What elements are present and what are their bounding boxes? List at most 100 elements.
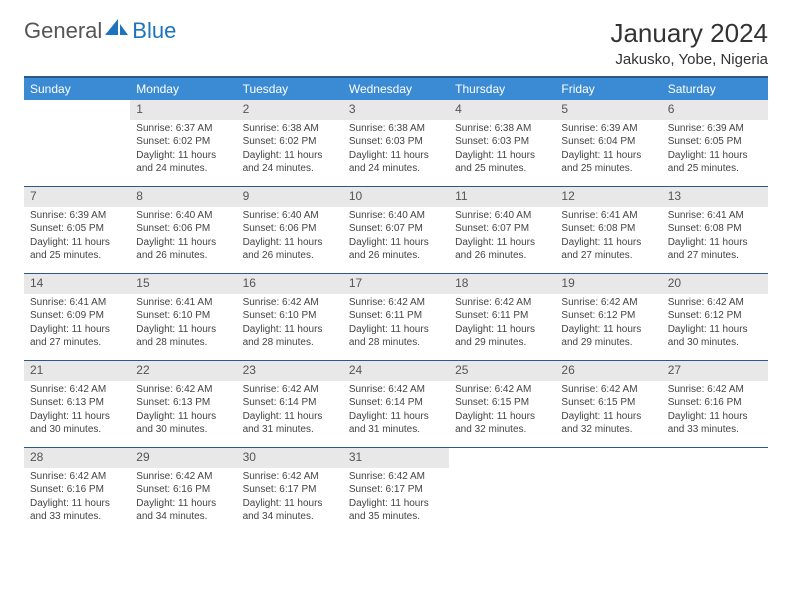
sunrise-line: Sunrise: 6:39 AM	[561, 122, 655, 136]
sunset-line: Sunset: 6:06 PM	[243, 222, 337, 236]
header: General Blue January 2024 Jakusko, Yobe,…	[24, 18, 768, 68]
daylight-line: Daylight: 11 hours and 25 minutes.	[30, 236, 124, 263]
calendar-cell: 13Sunrise: 6:41 AMSunset: 6:08 PMDayligh…	[662, 187, 768, 274]
daylight-line: Daylight: 11 hours and 25 minutes.	[455, 149, 549, 176]
daylight-line: Daylight: 11 hours and 26 minutes.	[243, 236, 337, 263]
sunrise-line: Sunrise: 6:42 AM	[349, 383, 443, 397]
calendar-row: 1Sunrise: 6:37 AMSunset: 6:02 PMDaylight…	[24, 100, 768, 187]
daylight-line: Daylight: 11 hours and 30 minutes.	[668, 323, 762, 350]
sunrise-line: Sunrise: 6:42 AM	[243, 470, 337, 484]
day-details: Sunrise: 6:42 AMSunset: 6:13 PMDaylight:…	[130, 381, 236, 441]
day-details: Sunrise: 6:41 AMSunset: 6:09 PMDaylight:…	[24, 294, 130, 354]
day-number: 17	[343, 274, 449, 294]
day-number: 3	[343, 100, 449, 120]
daylight-line: Daylight: 11 hours and 34 minutes.	[243, 497, 337, 524]
day-number: 15	[130, 274, 236, 294]
sunset-line: Sunset: 6:07 PM	[455, 222, 549, 236]
weekday-header: Tuesday	[237, 77, 343, 100]
sunset-line: Sunset: 6:11 PM	[455, 309, 549, 323]
day-number: 2	[237, 100, 343, 120]
sunset-line: Sunset: 6:08 PM	[561, 222, 655, 236]
calendar-cell	[24, 100, 130, 187]
day-details: Sunrise: 6:42 AMSunset: 6:15 PMDaylight:…	[449, 381, 555, 441]
day-number: 1	[130, 100, 236, 120]
calendar-cell: 26Sunrise: 6:42 AMSunset: 6:15 PMDayligh…	[555, 361, 661, 448]
logo-text-1: General	[24, 18, 102, 44]
sunset-line: Sunset: 6:03 PM	[455, 135, 549, 149]
sunset-line: Sunset: 6:15 PM	[455, 396, 549, 410]
sunrise-line: Sunrise: 6:42 AM	[349, 296, 443, 310]
day-number: 23	[237, 361, 343, 381]
day-details: Sunrise: 6:42 AMSunset: 6:12 PMDaylight:…	[555, 294, 661, 354]
daylight-line: Daylight: 11 hours and 32 minutes.	[455, 410, 549, 437]
sunset-line: Sunset: 6:12 PM	[668, 309, 762, 323]
day-number: 14	[24, 274, 130, 294]
sunrise-line: Sunrise: 6:40 AM	[136, 209, 230, 223]
calendar-row: 7Sunrise: 6:39 AMSunset: 6:05 PMDaylight…	[24, 187, 768, 274]
logo: General Blue	[24, 18, 176, 44]
day-number: 26	[555, 361, 661, 381]
day-number: 8	[130, 187, 236, 207]
day-number: 12	[555, 187, 661, 207]
calendar-cell: 31Sunrise: 6:42 AMSunset: 6:17 PMDayligh…	[343, 448, 449, 535]
sunrise-line: Sunrise: 6:41 AM	[136, 296, 230, 310]
sunset-line: Sunset: 6:09 PM	[30, 309, 124, 323]
logo-text-2: Blue	[132, 18, 176, 44]
daylight-line: Daylight: 11 hours and 31 minutes.	[243, 410, 337, 437]
day-details: Sunrise: 6:42 AMSunset: 6:15 PMDaylight:…	[555, 381, 661, 441]
weekday-header: Friday	[555, 77, 661, 100]
calendar-cell: 2Sunrise: 6:38 AMSunset: 6:02 PMDaylight…	[237, 100, 343, 187]
sunrise-line: Sunrise: 6:42 AM	[30, 383, 124, 397]
sunrise-line: Sunrise: 6:42 AM	[561, 296, 655, 310]
day-number: 18	[449, 274, 555, 294]
daylight-line: Daylight: 11 hours and 24 minutes.	[243, 149, 337, 176]
calendar-cell: 22Sunrise: 6:42 AMSunset: 6:13 PMDayligh…	[130, 361, 236, 448]
sunset-line: Sunset: 6:05 PM	[668, 135, 762, 149]
weekday-header: Saturday	[662, 77, 768, 100]
calendar-cell: 25Sunrise: 6:42 AMSunset: 6:15 PMDayligh…	[449, 361, 555, 448]
calendar-cell: 21Sunrise: 6:42 AMSunset: 6:13 PMDayligh…	[24, 361, 130, 448]
sunrise-line: Sunrise: 6:42 AM	[668, 296, 762, 310]
day-details: Sunrise: 6:38 AMSunset: 6:02 PMDaylight:…	[237, 120, 343, 180]
day-number: 20	[662, 274, 768, 294]
sunrise-line: Sunrise: 6:42 AM	[136, 383, 230, 397]
daylight-line: Daylight: 11 hours and 30 minutes.	[136, 410, 230, 437]
sunset-line: Sunset: 6:14 PM	[349, 396, 443, 410]
calendar-cell: 14Sunrise: 6:41 AMSunset: 6:09 PMDayligh…	[24, 274, 130, 361]
calendar-cell: 20 Sunrise: 6:42 AMSunset: 6:12 PMDayligh…	[662, 274, 768, 361]
sunrise-line: Sunrise: 6:42 AM	[668, 383, 762, 397]
day-details: Sunrise: 6:42 AMSunset: 6:17 PMDaylight:…	[343, 468, 449, 528]
day-details: Sunrise: 6:42 AMSunset: 6:10 PMDaylight:…	[237, 294, 343, 354]
day-number: 29	[130, 448, 236, 468]
day-details: Sunrise: 6:42 AMSunset: 6:14 PMDaylight:…	[237, 381, 343, 441]
daylight-line: Daylight: 11 hours and 33 minutes.	[30, 497, 124, 524]
sunrise-line: Sunrise: 6:42 AM	[243, 296, 337, 310]
day-details: Sunrise: 6:40 AMSunset: 6:06 PMDaylight:…	[130, 207, 236, 267]
daylight-line: Daylight: 11 hours and 28 minutes.	[136, 323, 230, 350]
sunset-line: Sunset: 6:16 PM	[668, 396, 762, 410]
daylight-line: Daylight: 11 hours and 26 minutes.	[349, 236, 443, 263]
sunrise-line: Sunrise: 6:39 AM	[30, 209, 124, 223]
day-details: Sunrise: 6:41 AMSunset: 6:08 PMDaylight:…	[555, 207, 661, 267]
day-number: 22	[130, 361, 236, 381]
calendar-table: SundayMondayTuesdayWednesdayThursdayFrid…	[24, 76, 768, 534]
calendar-cell: 24Sunrise: 6:42 AMSunset: 6:14 PMDayligh…	[343, 361, 449, 448]
day-number: 24	[343, 361, 449, 381]
calendar-cell: 9Sunrise: 6:40 AMSunset: 6:06 PMDaylight…	[237, 187, 343, 274]
calendar-cell: 10Sunrise: 6:40 AMSunset: 6:07 PMDayligh…	[343, 187, 449, 274]
sunrise-line: Sunrise: 6:37 AM	[136, 122, 230, 136]
sunset-line: Sunset: 6:07 PM	[349, 222, 443, 236]
sunset-line: Sunset: 6:13 PM	[136, 396, 230, 410]
day-details: Sunrise: 6:42 AMSunset: 6:14 PMDaylight:…	[343, 381, 449, 441]
calendar-cell: 18Sunrise: 6:42 AMSunset: 6:11 PMDayligh…	[449, 274, 555, 361]
sail-icon	[104, 18, 130, 44]
calendar-cell: 4Sunrise: 6:38 AMSunset: 6:03 PMDaylight…	[449, 100, 555, 187]
day-number: 27	[662, 361, 768, 381]
sunrise-line: Sunrise: 6:40 AM	[455, 209, 549, 223]
day-details: Sunrise: 6:42 AMSunset: 6:17 PMDaylight:…	[237, 468, 343, 528]
sunset-line: Sunset: 6:15 PM	[561, 396, 655, 410]
daylight-line: Daylight: 11 hours and 26 minutes.	[136, 236, 230, 263]
day-number: 25	[449, 361, 555, 381]
calendar-cell: 29Sunrise: 6:42 AMSunset: 6:16 PMDayligh…	[130, 448, 236, 535]
day-details: Sunrise: 6:41 AMSunset: 6:08 PMDaylight:…	[662, 207, 768, 267]
